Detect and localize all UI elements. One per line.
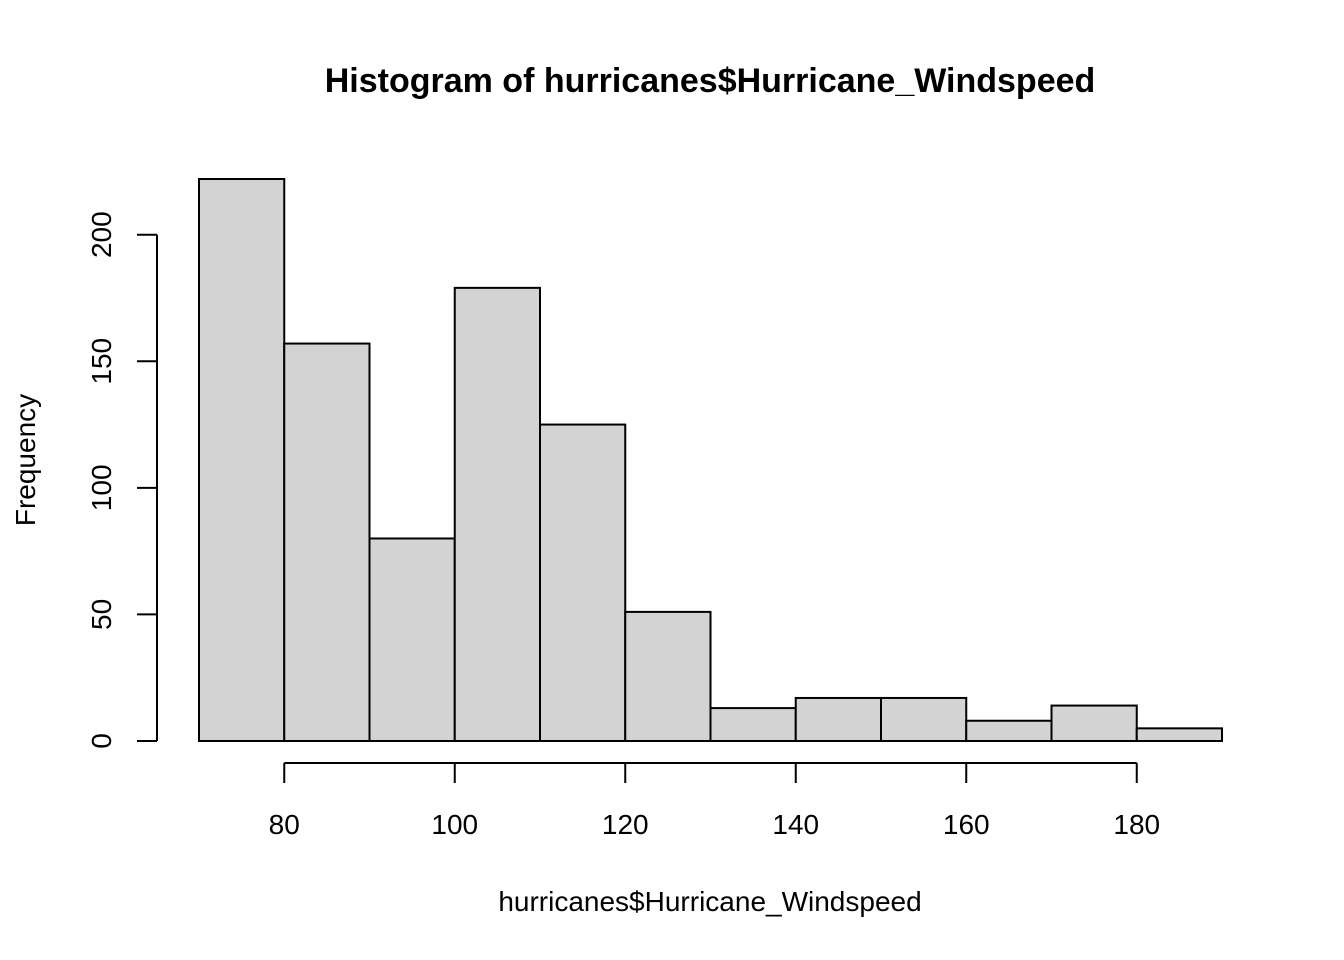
histogram-bar <box>453 286 541 742</box>
y-axis: 0 50 100 150 200 <box>86 211 158 749</box>
y-tick-label: 200 <box>86 211 117 258</box>
x-tick-label: 100 <box>431 809 478 840</box>
histogram-bar <box>368 537 456 742</box>
x-tick-label: 80 <box>269 809 300 840</box>
y-tick-label: 0 <box>86 733 117 749</box>
histogram-bar <box>1050 704 1138 742</box>
histogram-bar <box>283 342 371 742</box>
y-axis-label: Frequency <box>10 394 41 526</box>
histogram-bar <box>709 707 797 742</box>
histogram-bar <box>965 719 1053 742</box>
x-tick-label: 160 <box>943 809 990 840</box>
x-tick-label: 140 <box>772 809 819 840</box>
y-tick-label: 50 <box>86 599 117 630</box>
y-tick-label: 150 <box>86 338 117 385</box>
x-tick-label: 120 <box>602 809 649 840</box>
x-axis-label: hurricanes$Hurricane_Windspeed <box>498 886 921 917</box>
histogram-bar <box>624 610 712 743</box>
x-axis: 80 100 120 140 160 180 <box>269 762 1160 840</box>
histogram-bar <box>1135 727 1223 743</box>
x-tick-label: 180 <box>1113 809 1160 840</box>
histogram-bar <box>880 696 968 743</box>
histogram-bar <box>539 423 627 742</box>
chart-title: Histogram of hurricanes$Hurricane_Windsp… <box>325 62 1096 100</box>
histogram-bar <box>794 696 882 743</box>
y-tick-label: 100 <box>86 464 117 511</box>
histogram-bar <box>198 178 286 742</box>
bars-group <box>198 178 1223 743</box>
